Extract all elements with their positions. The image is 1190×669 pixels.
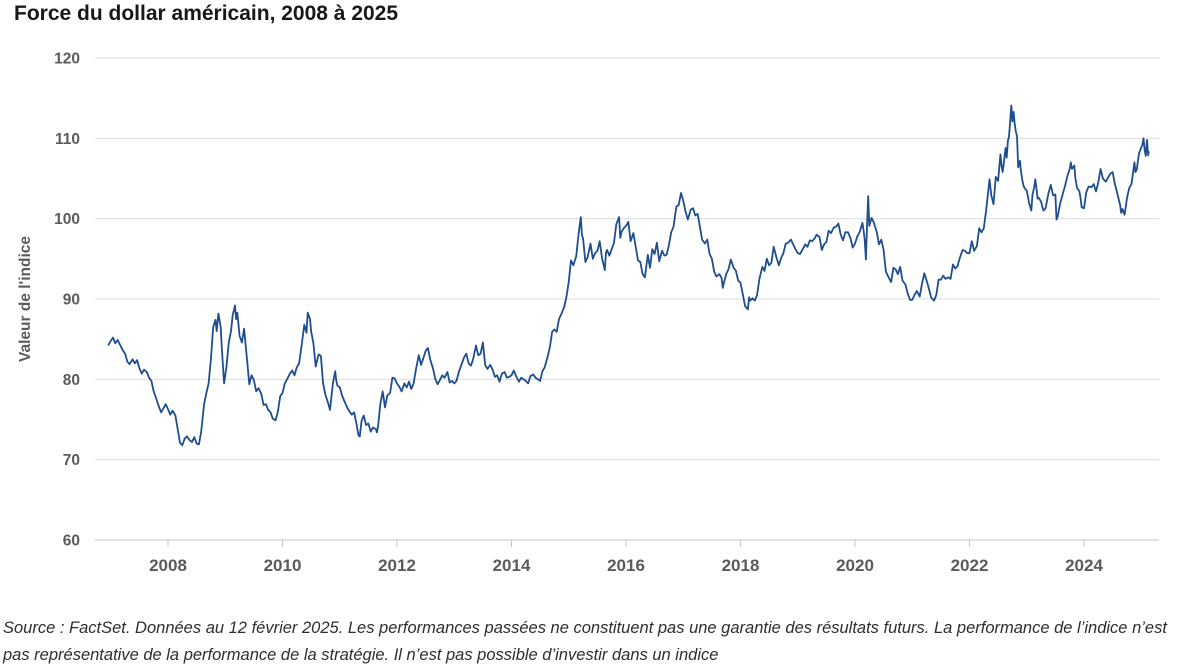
x-tick-label: 2018 (722, 556, 760, 575)
x-tick-label: 2014 (493, 556, 531, 575)
y-tick-label: 60 (63, 533, 80, 550)
y-tick-label: 110 (55, 131, 80, 148)
chart-title: Force du dollar américain, 2008 à 2025 (14, 2, 399, 25)
x-tick-label: 2022 (951, 556, 989, 575)
source-note: Source : FactSet. Données au 12 février … (3, 619, 1167, 664)
x-tick-label: 2024 (1065, 556, 1103, 575)
x-tick-label: 2016 (607, 556, 645, 575)
y-tick-label: 120 (54, 51, 80, 68)
y-tick-label: 90 (63, 292, 80, 309)
y-tick-label: 70 (63, 452, 80, 469)
x-tick-label: 2020 (836, 556, 874, 575)
dollar-index-line (107, 104, 1150, 447)
x-axis-ticks (167, 540, 1085, 547)
y-axis-label: Valeur de l'indice (17, 236, 34, 362)
y-tick-label: 80 (63, 372, 80, 389)
y-tick-label: 100 (54, 211, 80, 228)
x-tick-label: 2010 (264, 556, 302, 575)
y-gridlines (95, 57, 1159, 541)
y-tick-labels: 60 70 80 90 100 110 120 (54, 51, 80, 550)
x-tick-labels: 2008 2010 2012 2014 2016 2018 2020 2022 2024 (149, 556, 1103, 575)
x-tick-label: 2008 (149, 556, 187, 575)
x-tick-label: 2012 (378, 556, 416, 575)
